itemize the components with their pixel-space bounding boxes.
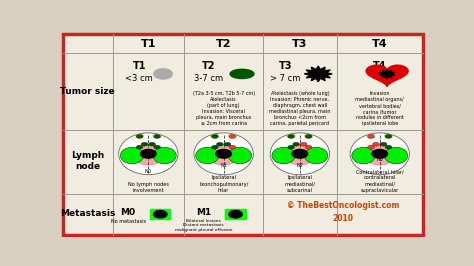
Circle shape [385, 145, 392, 149]
Text: T2: T2 [216, 39, 231, 49]
Circle shape [372, 149, 388, 158]
Ellipse shape [350, 133, 410, 175]
Ellipse shape [272, 147, 295, 164]
Text: M0: M0 [120, 208, 136, 217]
Polygon shape [304, 66, 332, 82]
Text: T2: T2 [202, 61, 216, 71]
Circle shape [305, 134, 313, 139]
Circle shape [229, 135, 236, 138]
Circle shape [288, 145, 294, 149]
Circle shape [136, 145, 143, 149]
Circle shape [288, 135, 294, 138]
Bar [150, 209, 170, 219]
Text: T3: T3 [292, 39, 308, 49]
Text: T1: T1 [141, 39, 156, 49]
Text: Atelectasis (whole lung)
Invasion: Phrenic nerve,
diaphragm, chest wall
mediasti: Atelectasis (whole lung) Invasion: Phren… [269, 91, 330, 126]
Circle shape [136, 135, 143, 138]
Ellipse shape [153, 147, 176, 164]
Circle shape [224, 142, 231, 146]
Circle shape [300, 142, 307, 146]
Circle shape [385, 135, 392, 138]
Text: No metastasis: No metastasis [110, 219, 146, 224]
Circle shape [211, 135, 219, 138]
Circle shape [384, 134, 392, 139]
Circle shape [154, 69, 172, 79]
Circle shape [154, 135, 161, 138]
Ellipse shape [228, 147, 252, 164]
Text: > 7 cm: > 7 cm [270, 73, 301, 82]
Text: T3: T3 [278, 61, 292, 71]
Ellipse shape [196, 147, 219, 164]
Text: 3-7 cm: 3-7 cm [194, 73, 224, 82]
Circle shape [305, 135, 312, 138]
Circle shape [140, 149, 156, 158]
Circle shape [228, 134, 237, 139]
Circle shape [380, 142, 387, 146]
Text: M1: M1 [196, 208, 211, 217]
Circle shape [229, 210, 242, 218]
Ellipse shape [284, 144, 316, 165]
Polygon shape [366, 65, 408, 86]
Circle shape [217, 142, 223, 146]
Ellipse shape [304, 147, 328, 164]
Ellipse shape [230, 69, 254, 78]
Circle shape [373, 142, 380, 146]
Ellipse shape [352, 147, 375, 164]
Circle shape [367, 145, 374, 149]
Circle shape [211, 145, 219, 149]
Circle shape [216, 149, 231, 158]
Circle shape [287, 134, 295, 139]
Circle shape [292, 142, 300, 146]
Text: N1

Ipsilateral
bronchopulmonary/
hilar: N1 Ipsilateral bronchopulmonary/ hilar [199, 163, 248, 193]
Circle shape [292, 149, 308, 158]
Text: T4: T4 [373, 61, 386, 71]
Text: © TheBestOncologist.com
2010: © TheBestOncologist.com 2010 [287, 201, 399, 223]
Text: T1: T1 [132, 61, 146, 71]
Ellipse shape [270, 133, 329, 175]
Text: N3

Contralateral hilar/
contralateral
mediastinal/
supraclavicular: N3 Contralateral hilar/ contralateral me… [356, 157, 403, 193]
Ellipse shape [133, 144, 164, 165]
Polygon shape [379, 69, 395, 78]
Ellipse shape [194, 133, 253, 175]
Text: <3 cm: <3 cm [125, 73, 153, 82]
Circle shape [149, 142, 155, 146]
Circle shape [154, 210, 167, 218]
Text: Tumor size: Tumor size [60, 87, 115, 96]
Bar [226, 209, 246, 219]
Text: (T2a 3-5 cm, T2b 5-7 cm)
Atelectasis
(part of lung)
Invasion: Visceral
pleura, m: (T2a 3-5 cm, T2b 5-7 cm) Atelectasis (pa… [192, 91, 255, 126]
Text: T4: T4 [372, 39, 388, 49]
Circle shape [153, 134, 161, 139]
Ellipse shape [120, 147, 144, 164]
Circle shape [211, 134, 219, 139]
Circle shape [305, 145, 312, 149]
Circle shape [229, 145, 236, 149]
Circle shape [136, 134, 144, 139]
Text: Bilateral lesions
Distant metastasis
malignant pleural effusion: Bilateral lesions Distant metastasis mal… [175, 219, 232, 232]
FancyBboxPatch shape [63, 34, 423, 235]
Text: Metastasis: Metastasis [60, 209, 115, 218]
Ellipse shape [364, 144, 395, 165]
Text: N0

No lymph nodes
involvement: N0 No lymph nodes involvement [128, 169, 169, 193]
Ellipse shape [384, 147, 408, 164]
Text: Lymph
node: Lymph node [71, 151, 104, 171]
Circle shape [367, 135, 374, 138]
Circle shape [367, 134, 375, 139]
Circle shape [141, 142, 148, 146]
Ellipse shape [118, 133, 178, 175]
Text: Invasion
mediastinal organs/
vertebral bodies/
carina /tumor
nodules in differen: Invasion mediastinal organs/ vertebral b… [356, 91, 404, 126]
Text: N2

Ipsilateral
mediastinal/
subcarinal: N2 Ipsilateral mediastinal/ subcarinal [284, 163, 315, 193]
Ellipse shape [208, 144, 239, 165]
Circle shape [154, 145, 161, 149]
